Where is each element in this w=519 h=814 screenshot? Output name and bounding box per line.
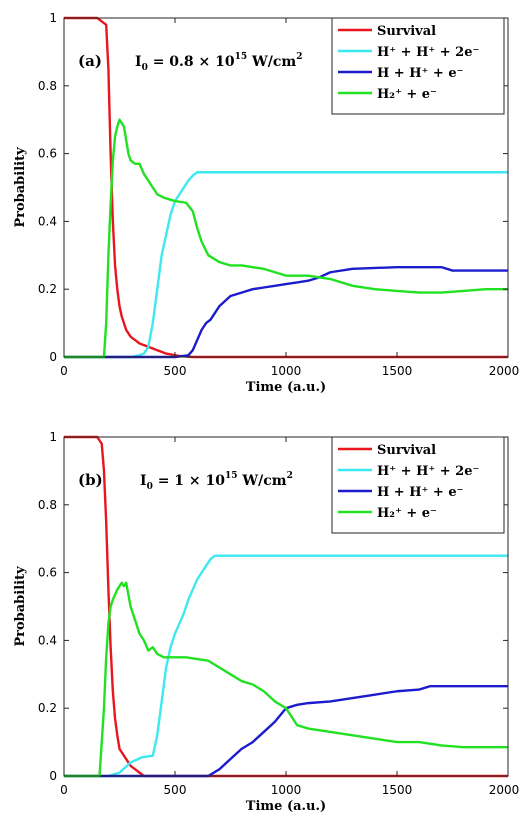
y-axis-label: Probability <box>13 566 28 647</box>
x-tick-label: 1500 <box>382 364 413 378</box>
legend-box <box>331 436 505 534</box>
y-tick-label: 0.2 <box>38 701 57 715</box>
y-tick-label: 0.8 <box>38 498 57 512</box>
y-tick-label: 0.4 <box>38 633 57 647</box>
y-tick-label: 0.2 <box>38 282 57 296</box>
x-tick-label: 1000 <box>271 364 302 378</box>
x-tick-label: 2000 <box>489 783 519 797</box>
legend-entry-label: H⁺ + H⁺ + 2e⁻ <box>377 45 479 60</box>
legend-entry-label: H₂⁺ + e⁻ <box>377 506 437 521</box>
panel-label: (a) <box>78 52 102 70</box>
legend-entry-label: H⁺ + H⁺ + 2e⁻ <box>377 464 479 479</box>
series-line-2 <box>64 265 508 359</box>
x-tick-label: 1000 <box>271 783 302 797</box>
x-axis-label: Time (a.u.) <box>246 380 326 395</box>
legend-entry-label: H + H⁺ + e⁻ <box>377 66 463 81</box>
intensity-annotation: I0 = 1 × 1015 W/cm2 <box>140 471 293 492</box>
legend-entry-label: Survival <box>377 24 436 39</box>
chart-panel-b: 0 500 1000 1500 2000 0 0.2 0.4 0.6 0.8 1 Time (a.u.… <box>13 430 519 814</box>
y-axis-label: Probability <box>13 147 28 228</box>
series-line-0 <box>64 435 508 778</box>
x-tick-label: 500 <box>164 364 187 378</box>
x-axis-label: Time (a.u.) <box>246 799 326 814</box>
series-line-1 <box>64 554 508 778</box>
legend-box <box>331 17 505 115</box>
y-tick-label: 0.8 <box>38 79 57 93</box>
series-line-3 <box>64 118 508 359</box>
chart-panel-a: 0 500 1000 1500 2000 0 0.2 0.4 0.6 0.8 1 Time (a.u.… <box>13 11 519 395</box>
x-tick-label: 500 <box>164 783 187 797</box>
y-tick-label: 1 <box>49 430 57 444</box>
y-tick-label: 0 <box>49 769 57 783</box>
y-tick-label: 1 <box>49 11 57 25</box>
intensity-annotation: I0 = 0.8 × 1015 W/cm2 <box>135 52 302 73</box>
panel-label: (b) <box>78 471 103 489</box>
legend-entry-label: Survival <box>377 443 436 458</box>
legend: Survival H⁺ + H⁺ + 2e⁻ H + H⁺ + e⁻ H₂⁺ + e⁻ <box>331 17 505 115</box>
x-tick-label: 0 <box>60 364 68 378</box>
x-tick-label: 2000 <box>489 364 519 378</box>
legend: Survival H⁺ + H⁺ + 2e⁻ H + H⁺ + e⁻ H₂⁺ + e⁻ <box>331 436 505 534</box>
series-line-3 <box>64 581 508 778</box>
y-tick-label: 0 <box>49 350 57 364</box>
x-tick-label: 1500 <box>382 783 413 797</box>
y-tick-label: 0.6 <box>38 147 57 161</box>
y-tick-label: 0.6 <box>38 566 57 580</box>
x-tick-label: 0 <box>60 783 68 797</box>
y-tick-label: 0.4 <box>38 214 57 228</box>
series-line-2 <box>64 684 508 778</box>
legend-entry-label: H + H⁺ + e⁻ <box>377 485 463 500</box>
legend-entry-label: H₂⁺ + e⁻ <box>377 87 437 102</box>
